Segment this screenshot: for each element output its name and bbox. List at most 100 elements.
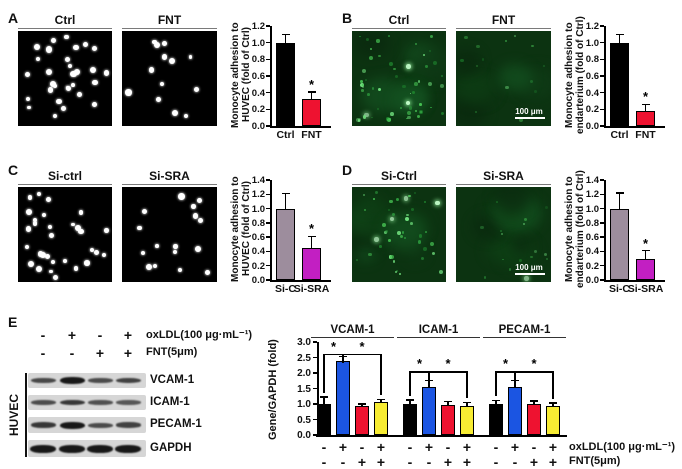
protein-band <box>87 444 113 453</box>
y-tick-label: 1.0 <box>251 37 265 49</box>
x-tick-label: Ctrl <box>276 129 295 141</box>
monocyte-dot <box>47 224 52 230</box>
bar-si-sra <box>636 258 655 280</box>
fluorescent-cell-dot <box>500 230 502 232</box>
y-axis-title-line: Monocyte adhesion to <box>230 22 241 128</box>
group-title-icam-1: ICAM-1 <box>397 324 480 338</box>
x-tick-label: Si-C <box>609 283 630 295</box>
y-tick-label: 0.8 <box>585 54 599 66</box>
monocyte-dot <box>103 228 109 234</box>
fluorescent-cell-dot <box>430 106 432 109</box>
error-bar-line <box>644 104 647 111</box>
error-bar-cap <box>444 400 452 403</box>
fluorescent-cell-dot <box>376 39 380 43</box>
monocyte-dot <box>77 91 83 97</box>
monocyte-dot <box>48 233 54 239</box>
y-tick-mark <box>600 222 604 224</box>
y-axis-title-line: HUVEC (fold of Ctrl) <box>241 181 252 277</box>
fluorescent-cell-dot <box>508 268 512 271</box>
y-tick-mark <box>600 91 604 94</box>
y-tick-mark <box>313 403 317 405</box>
panel-e-letter: E <box>8 314 18 330</box>
y-tick-label: 0.6 <box>251 232 265 244</box>
y-tick-mark <box>600 25 604 27</box>
monocyte-dot <box>70 70 77 78</box>
monocyte-dot <box>198 218 204 224</box>
tissue-blob <box>359 195 380 212</box>
monocyte-dot <box>204 270 210 275</box>
monocyte-dot <box>89 66 96 73</box>
panel-b-chart: 0.0 0.2 0.4 0.6 0.8 1.0 1.2 Monocyte adhesion t… <box>560 4 682 152</box>
error-bar-cap <box>425 380 433 382</box>
fluorescent-cell-dot <box>374 237 379 242</box>
fluorescent-cell-dot <box>390 112 394 116</box>
fluorescent-cell-dot <box>361 89 364 92</box>
blot-bracket-line <box>25 373 27 457</box>
fluorescent-cell-dot <box>389 255 394 260</box>
condition-row-label: oxLDL(100 μg·mL⁻¹) <box>569 441 676 453</box>
bar-ctrl <box>276 42 295 126</box>
protein-band <box>59 399 85 406</box>
y-tick-mark <box>600 41 604 44</box>
y-tick-mark <box>600 279 604 281</box>
sig-bracket-vertical <box>466 371 468 399</box>
significance-star: * <box>502 356 509 372</box>
fluorescent-cell-dot <box>392 67 396 71</box>
monocyte-dot <box>49 269 53 274</box>
condition-symbol: - <box>97 327 103 343</box>
fluorescent-cell-dot <box>382 222 387 227</box>
micrograph-title: Si-Ctrl <box>352 169 446 185</box>
protein-band <box>87 400 113 405</box>
error-bar-cap <box>320 396 328 398</box>
monocyte-dot <box>92 46 98 52</box>
y-axis-title-line: Monocyte adhesion to <box>564 176 575 282</box>
y-tick-mark <box>266 265 270 267</box>
fluorescent-cell-dot <box>410 208 414 212</box>
monocyte-dot <box>53 274 59 280</box>
condition-symbol: - <box>512 454 518 469</box>
y-tick-label: 0.4 <box>585 87 599 99</box>
group-title-vcam-1: VCAM-1 <box>311 324 394 338</box>
fluorescent-cell-dot <box>388 209 391 212</box>
significance-star: * <box>531 356 537 372</box>
protein-band <box>59 444 85 453</box>
blot-label-icam-1: ICAM-1 <box>150 395 190 408</box>
error-bar-cap <box>307 235 316 238</box>
condition-symbol: + <box>462 454 472 469</box>
micrograph-image <box>352 187 446 282</box>
fluorescent-cell-dot <box>505 85 510 90</box>
condition-symbol: + <box>95 345 105 361</box>
fluorescent-cell-dot <box>417 115 421 118</box>
y-tick-mark <box>600 265 604 267</box>
condition-symbol: + <box>376 454 386 469</box>
fluorescent-cell-dot <box>483 276 487 279</box>
monocyte-dot <box>26 208 32 215</box>
condition-symbol: - <box>40 345 46 361</box>
y-tick-mark <box>266 91 270 94</box>
bar <box>546 406 560 435</box>
condition-symbol: - <box>426 454 432 469</box>
fluorescent-cell-dot <box>399 235 403 239</box>
fluorescent-cell-dot <box>545 258 548 261</box>
monocyte-dot <box>65 85 70 90</box>
tissue-blob <box>382 214 427 250</box>
panel-c-letter: C <box>8 162 19 178</box>
x-tick-label: Si-SRA <box>627 283 664 295</box>
micrograph-image <box>18 187 112 282</box>
monocyte-dot <box>50 81 56 87</box>
y-tick-label: 2.5 <box>297 352 311 364</box>
blot-label-vcam-1: VCAM-1 <box>150 373 195 386</box>
tissue-blob <box>357 247 376 262</box>
fluorescent-cell-dot <box>530 79 534 83</box>
monocyte-dot <box>78 228 84 235</box>
y-axis-title-line: endarterium (fold of Ctrl) <box>575 170 586 288</box>
panel-b-letter: B <box>342 10 353 26</box>
error-bar-line <box>310 236 313 248</box>
bar <box>317 404 331 435</box>
error-bar-cap <box>549 402 557 404</box>
sig-bracket-vertical <box>323 353 325 394</box>
fluorescent-cell-dot <box>368 55 373 60</box>
protein-band <box>115 377 141 384</box>
tissue-blob <box>456 48 480 72</box>
